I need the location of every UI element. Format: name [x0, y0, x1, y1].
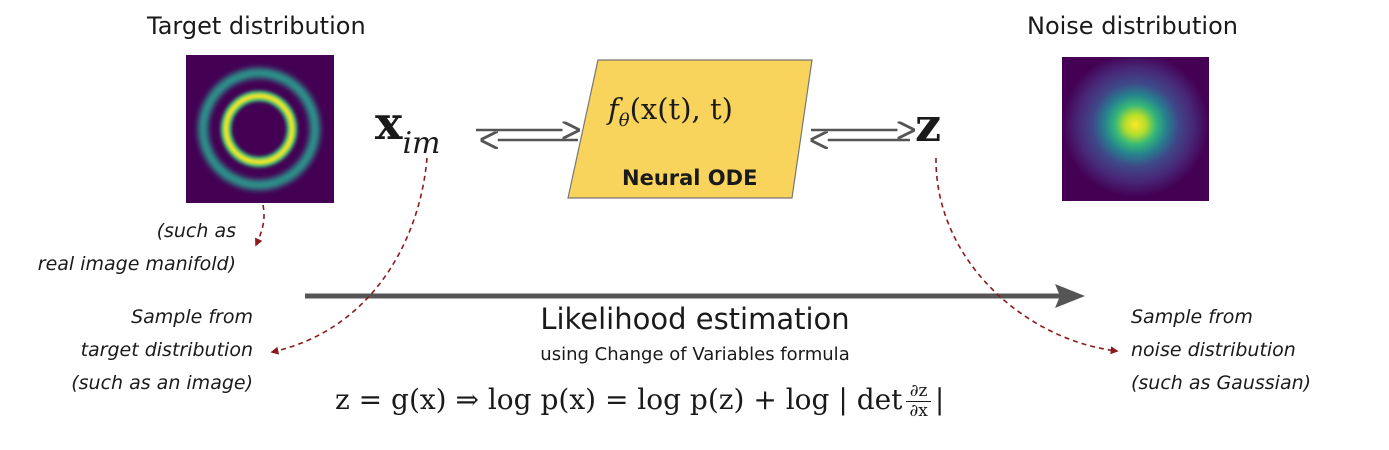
noise-distribution-title: Noise distribution	[1027, 12, 1238, 40]
sample-target-line-2: target distribution	[80, 339, 253, 361]
z-variable: z	[915, 98, 942, 152]
sample-noise-line-1: Sample from	[1131, 306, 1253, 328]
ode-formula: fθ(x(t), t)	[608, 92, 733, 131]
x-im-variable: xim	[375, 96, 440, 161]
sample-target-line-3: (such as an image)	[71, 372, 253, 394]
sample-noise-line-3: (such as Gaussian)	[1131, 372, 1312, 394]
formula-fraction: ∂z ∂x	[906, 382, 931, 421]
right-bidirectional-arrows	[811, 130, 913, 140]
neural-ode-box	[567, 59, 813, 199]
noise-distribution-image	[1062, 57, 1209, 201]
sample-target-line-1: Sample from	[131, 306, 253, 328]
sample-noise-line-2: noise distribution	[1131, 339, 1296, 361]
target-caption-connector	[255, 204, 265, 247]
formula-numerator: ∂z	[906, 382, 931, 402]
z-sample-connector	[935, 157, 1119, 355]
formula-denominator: ∂x	[909, 401, 928, 421]
likelihood-title: Likelihood estimation	[540, 302, 850, 336]
target-distribution-image	[186, 55, 334, 203]
neural-ode-label: Neural ODE	[622, 166, 758, 190]
x-sample-connector	[270, 157, 428, 355]
formula-end: |	[934, 383, 945, 416]
ode-formula-theta: θ	[618, 109, 630, 131]
ode-formula-f: f	[608, 92, 619, 126]
im-subscript: im	[402, 126, 441, 161]
likelihood-arrow	[305, 284, 1085, 308]
left-bidirectional-arrows	[476, 130, 578, 140]
target-caption-line-2: real image manifold)	[37, 253, 236, 275]
likelihood-subtitle: using Change of Variables formula	[540, 344, 850, 365]
formula-main: z = g(x) ⇒ log p(x) = log p(z) + log | d…	[335, 383, 903, 416]
x-symbol: x	[375, 96, 403, 150]
change-of-variables-formula: z = g(x) ⇒ log p(x) = log p(z) + log | d…	[335, 382, 944, 421]
target-caption-line-1: (such as	[156, 220, 236, 242]
ode-formula-args: (x(t), t)	[629, 92, 733, 126]
target-distribution-title: Target distribution	[147, 12, 366, 40]
